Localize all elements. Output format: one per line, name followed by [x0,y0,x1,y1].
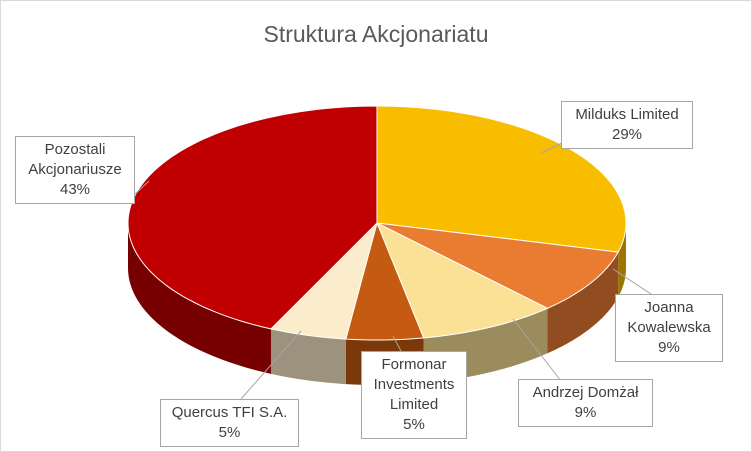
data-label: Joanna Kowalewska 9% [615,294,723,362]
leader-line [392,335,402,352]
chart-title: Struktura Akcjonariatu [263,21,489,47]
pie-side [270,328,346,385]
leader-line [132,180,150,197]
pie-side [618,223,626,298]
data-label: Quercus TFI S.A. 5% [160,399,299,447]
pie-slice [376,222,619,309]
category-name: Pozostali Akcjonariusze [28,141,122,178]
pie-side [128,223,271,374]
category-name: Quercus TFI S.A. [171,404,288,421]
pie-slice [376,105,627,253]
pie-slice [345,221,425,341]
value-label: 9% [658,339,680,356]
leader-line [512,318,562,382]
category-name: Joanna Kowalewska [627,299,711,336]
value-label: 5% [218,424,241,441]
value-label: 9% [574,404,597,421]
data-label: Pozostali Akcjonariusze 43% [15,136,135,204]
pie-slice [269,221,378,340]
value-label: 5% [403,416,425,433]
pie-side [547,252,619,354]
data-label: Milduks Limited 29% [561,101,693,149]
category-name: Formonar Investments Limited [373,356,455,413]
leader-line [612,268,652,295]
value-label: 29% [611,126,643,143]
category-name: Milduks Limited [575,106,679,123]
data-label: Formonar Investments Limited 5% [361,351,467,439]
value-label: 43% [59,181,91,198]
leader-line [240,330,302,400]
pie-slice [376,221,549,339]
data-label: Andrzej Domżał 9% [518,379,653,427]
category-name: Andrzej Domżał [532,384,639,401]
